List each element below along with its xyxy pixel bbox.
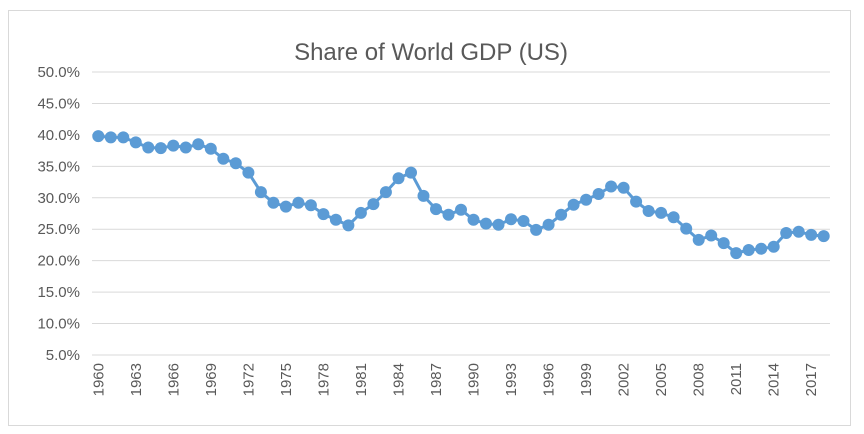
y-tick-label: 35.0% — [37, 158, 80, 175]
data-point — [154, 142, 167, 155]
x-tick-label: 1981 — [353, 363, 370, 396]
x-tick-label: 1987 — [428, 363, 445, 396]
chart-title: Share of World GDP (US) — [294, 39, 568, 66]
data-point — [342, 219, 355, 232]
y-tick-label: 45.0% — [37, 95, 80, 112]
data-point — [229, 157, 242, 170]
data-point — [104, 131, 117, 144]
data-point — [304, 199, 317, 212]
data-point — [204, 142, 217, 155]
x-tick-label: 2017 — [803, 363, 820, 396]
data-point — [617, 181, 630, 194]
x-tick-label: 2011 — [728, 363, 745, 395]
data-point — [667, 211, 680, 224]
data-point — [567, 198, 580, 211]
x-tick-label: 1966 — [165, 363, 182, 396]
data-point — [480, 217, 492, 230]
data-point — [142, 141, 155, 154]
data-point — [730, 247, 743, 260]
data-point — [580, 193, 593, 206]
y-tick-label: 5.0% — [46, 347, 80, 364]
data-point — [517, 215, 530, 227]
data-point — [717, 237, 730, 250]
data-point — [505, 213, 517, 226]
data-point — [705, 229, 718, 242]
data-point — [405, 166, 417, 179]
data-point — [605, 180, 618, 193]
data-point — [167, 139, 180, 152]
data-point — [805, 228, 818, 241]
data-point — [817, 230, 830, 243]
y-tick-label: 50.0% — [37, 64, 80, 81]
data-point — [379, 186, 392, 199]
x-tick-label: 1996 — [541, 363, 558, 396]
data-series — [92, 130, 830, 260]
data-point — [417, 189, 430, 202]
data-point — [129, 136, 142, 149]
data-point — [267, 196, 280, 209]
x-tick-label: 1972 — [240, 363, 257, 396]
x-tick-label: 1990 — [466, 363, 483, 396]
data-point — [455, 203, 467, 216]
data-point — [329, 213, 342, 226]
data-point — [254, 186, 267, 199]
x-tick-label: 1960 — [90, 363, 107, 396]
data-point — [367, 198, 380, 211]
x-axis-tick-labels: 1960 1963 1966 1969 1972 1975 1978 1981 1984 1987… — [90, 363, 820, 396]
data-point — [292, 196, 305, 209]
data-point — [642, 205, 655, 217]
y-tick-label: 20.0% — [37, 253, 80, 270]
data-point — [692, 233, 705, 246]
y-tick-label: 10.0% — [37, 316, 80, 333]
x-tick-label: 2008 — [691, 363, 708, 396]
data-point — [442, 208, 455, 221]
data-point — [592, 188, 605, 200]
data-point — [655, 206, 668, 219]
y-tick-label: 15.0% — [37, 284, 80, 301]
x-tick-label: 2005 — [653, 363, 670, 396]
data-point — [217, 152, 230, 165]
x-tick-label: 1999 — [578, 363, 595, 396]
gridlines — [92, 71, 830, 325]
x-tick-label: 1978 — [315, 363, 332, 396]
data-point — [542, 218, 555, 231]
data-point — [555, 208, 568, 221]
data-point — [467, 213, 480, 226]
y-tick-label: 40.0% — [37, 127, 80, 144]
x-tick-label: 1975 — [278, 363, 295, 396]
data-point — [117, 131, 130, 144]
data-point — [755, 242, 768, 255]
data-point — [492, 218, 505, 231]
chart-frame — [8, 10, 851, 426]
data-point — [317, 208, 330, 221]
data-point — [630, 195, 643, 208]
data-point — [392, 172, 405, 185]
x-tick-label: 1984 — [390, 363, 407, 396]
data-point — [780, 227, 793, 239]
data-point — [680, 222, 693, 235]
data-point — [742, 244, 755, 256]
data-point — [192, 138, 205, 151]
y-axis-tick-labels: 5.0% 10.0% 15.0% 20.0% 25.0% 30.0% 35.0% 40.0% 4… — [37, 64, 80, 364]
x-tick-label: 1963 — [128, 363, 145, 396]
data-point — [530, 223, 543, 236]
data-point — [92, 130, 105, 143]
x-tick-label: 1969 — [203, 363, 220, 396]
data-point — [179, 141, 192, 154]
x-tick-label: 1993 — [503, 363, 520, 396]
y-tick-label: 30.0% — [37, 190, 80, 207]
data-point — [279, 200, 292, 213]
data-point — [767, 240, 780, 253]
data-point — [430, 203, 442, 216]
x-tick-label: 2014 — [766, 363, 783, 396]
data-point — [792, 225, 805, 238]
data-point — [242, 166, 255, 179]
data-point — [354, 206, 367, 219]
y-tick-label: 25.0% — [37, 221, 80, 238]
x-tick-label: 2002 — [616, 363, 633, 396]
